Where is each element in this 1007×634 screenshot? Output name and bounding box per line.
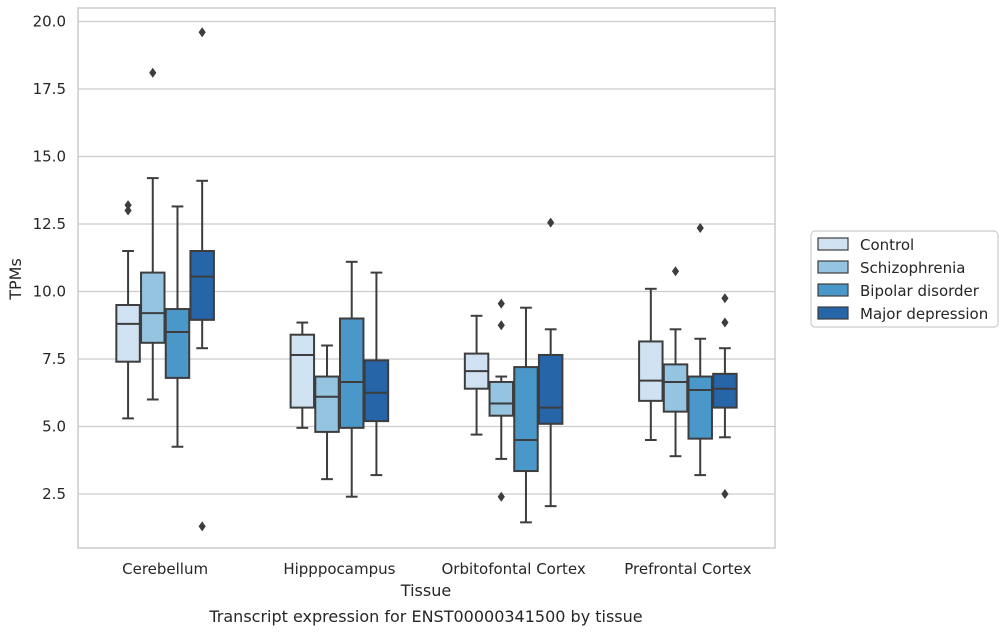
chart-caption: Transcript expression for ENST0000034150… [208,607,642,626]
y-gridlines [78,20,775,495]
box-control [289,321,316,429]
y-tick-label: 15.0 [33,148,66,166]
legend-frame [810,230,999,328]
box-groups [115,27,738,532]
outlier-point [497,320,505,331]
box-major-depression [363,271,390,477]
box-iqr [338,317,365,429]
box-iqr [712,372,738,409]
box-iqr [687,375,713,440]
legend-swatch [817,306,849,320]
outlier-point [124,200,132,211]
y-tick-label: 12.5 [33,215,66,233]
box-schizophrenia [140,67,166,401]
y-tick-label: 5.0 [42,418,66,436]
box-major-depression [712,293,738,499]
legend-swatch [817,237,849,251]
legend-label: Major depression [860,305,988,323]
box-iqr [363,359,390,423]
box-iqr [314,375,340,433]
box-schizophrenia [488,298,515,502]
legend-swatch [817,260,849,274]
box-iqr [662,363,689,413]
outlier-point [198,27,206,38]
box-major-depression [537,217,564,508]
box-iqr [488,380,515,417]
outlier-point [721,293,729,304]
box-iqr [513,366,539,473]
box-control [463,314,490,436]
box-control [115,200,141,420]
y-tick-label: 17.5 [33,80,66,98]
x-axis-label: Tissue [400,581,451,600]
box-bipolar-disorder [164,205,191,448]
legend-label: Schizophrenia [860,259,965,277]
box-bipolar-disorder [338,260,365,498]
legend: Control Schizophrenia Bipolar disorder Majo… [810,230,999,328]
box-major-depression [189,27,215,532]
outlier-point [198,521,206,532]
x-tick-label: Cerebellum [122,560,208,578]
box-bipolar-disorder [687,223,713,477]
box-iqr [189,250,215,321]
x-tick-label: Orbitofontal Cortex [442,560,586,578]
legend-label: Bipolar disorder [860,282,980,300]
y-tick-label: 7.5 [42,350,66,368]
box-bipolar-disorder [513,306,539,524]
y-tick-label: 10.0 [33,283,66,301]
box-iqr [289,333,316,409]
outlier-point [696,223,704,234]
box-iqr [638,340,664,402]
outlier-point [671,266,680,277]
y-tick-label: 20.0 [33,13,66,31]
x-tick-label: Prefrontal Cortex [624,560,751,578]
outlier-point [547,217,555,228]
y-axis-label: TPMs [6,258,25,301]
y-tick-labels: 2.5 5.0 7.5 10.0 12.5 15.0 17.5 20.0 [33,13,66,504]
outlier-point [497,298,505,309]
box-iqr [140,271,166,344]
outlier-point [149,67,157,78]
box-iqr [115,304,141,363]
box-schizophrenia [662,266,689,458]
box-iqr [164,308,191,379]
outlier-point [721,317,729,328]
box-schizophrenia [314,344,340,481]
outlier-point [124,205,132,216]
y-tick-label: 2.5 [42,485,66,503]
box-iqr [537,353,564,425]
outlier-point [497,491,505,502]
plot-border [77,7,776,549]
box-control [638,287,664,441]
outlier-point [721,489,729,499]
plot-frame [77,7,776,549]
legend-label: Control [860,236,914,254]
x-tick-label: Hipppocampus [283,560,395,578]
x-tick-labels: Cerebellum Hipppocampus Orbitofontal Corte… [122,560,751,578]
legend-swatch [817,283,849,297]
